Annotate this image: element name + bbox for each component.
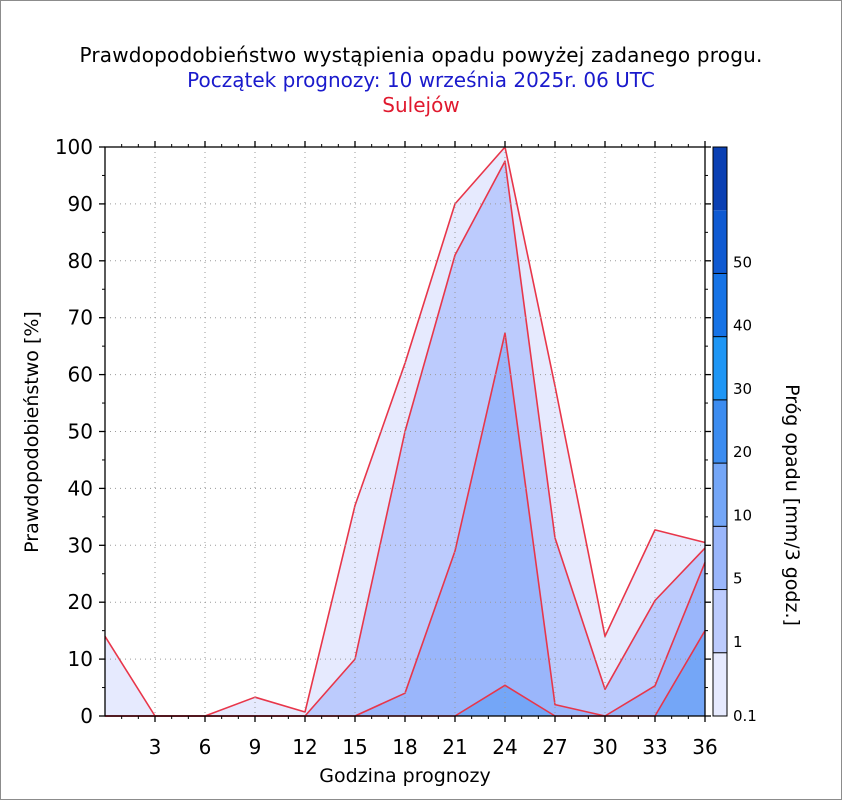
x-tick-label: 6 xyxy=(199,735,212,759)
grid-layer xyxy=(105,147,705,716)
colorbar-swatch xyxy=(713,463,727,527)
colorbar-swatch xyxy=(713,273,727,337)
location-subtitle: Sulejów xyxy=(382,93,460,117)
colorbar: 0.1 1 5 10 20 30 40 50 xyxy=(712,146,757,725)
y-tick-label: 10 xyxy=(68,647,93,671)
y-tick-label: 80 xyxy=(68,249,93,273)
y-tick-label: 20 xyxy=(68,590,93,614)
colorbar-swatch xyxy=(713,526,727,590)
x-tick-label: 3 xyxy=(149,735,162,759)
colorbar-tick-label: 5 xyxy=(733,570,743,588)
colorbar-tick-label: 0.1 xyxy=(733,707,757,725)
colorbar-tick-label: 50 xyxy=(733,253,752,271)
x-tick-label: 30 xyxy=(592,735,617,759)
y-tick-label: 40 xyxy=(68,476,93,500)
colorbar-label: Próg opadu [mm/3 godz.] xyxy=(781,384,803,626)
x-tick-label: 24 xyxy=(492,735,517,759)
x-tick-label: 15 xyxy=(342,735,367,759)
colorbar-swatch xyxy=(713,399,727,464)
y-tick-label: 100 xyxy=(55,135,93,159)
y-tick-label: 90 xyxy=(68,192,93,216)
colorbar-tick-label: 10 xyxy=(733,506,752,524)
x-tick-label: 21 xyxy=(442,735,467,759)
y-tick-label: 30 xyxy=(68,533,93,557)
y-axis-label: Prawdopodobieństwo [%] xyxy=(21,311,43,553)
colorbar-tick-label: 30 xyxy=(733,380,752,398)
y-tick-label: 60 xyxy=(68,363,93,387)
colorbar-swatch xyxy=(713,210,727,274)
x-tick-label: 12 xyxy=(292,735,317,759)
x-tick-label: 27 xyxy=(542,735,567,759)
x-tick-label: 36 xyxy=(692,735,717,759)
x-tick-label: 9 xyxy=(249,735,262,759)
colorbar-tick-label: 20 xyxy=(733,443,752,461)
y-tick-label: 0 xyxy=(80,704,93,728)
colorbar-swatch xyxy=(713,652,727,716)
y-tick-label: 70 xyxy=(68,306,93,330)
forecast-start-subtitle: Początek prognozy: 10 września 2025r. 06… xyxy=(187,68,655,92)
colorbar-swatch xyxy=(713,147,727,211)
colorbar-border xyxy=(712,146,728,717)
colorbar-tick-label: 40 xyxy=(733,317,752,335)
chart-title: Prawdopodobieństwo wystąpienia opadu pow… xyxy=(79,43,763,67)
x-tick-label: 33 xyxy=(642,735,667,759)
x-tick-label: 18 xyxy=(392,735,417,759)
y-tick-label: 50 xyxy=(68,420,93,444)
colorbar-swatch xyxy=(713,589,727,653)
colorbar-swatch xyxy=(713,336,727,400)
x-axis-label: Godzina prognozy xyxy=(319,765,490,787)
colorbar-tick-label: 1 xyxy=(733,633,743,651)
